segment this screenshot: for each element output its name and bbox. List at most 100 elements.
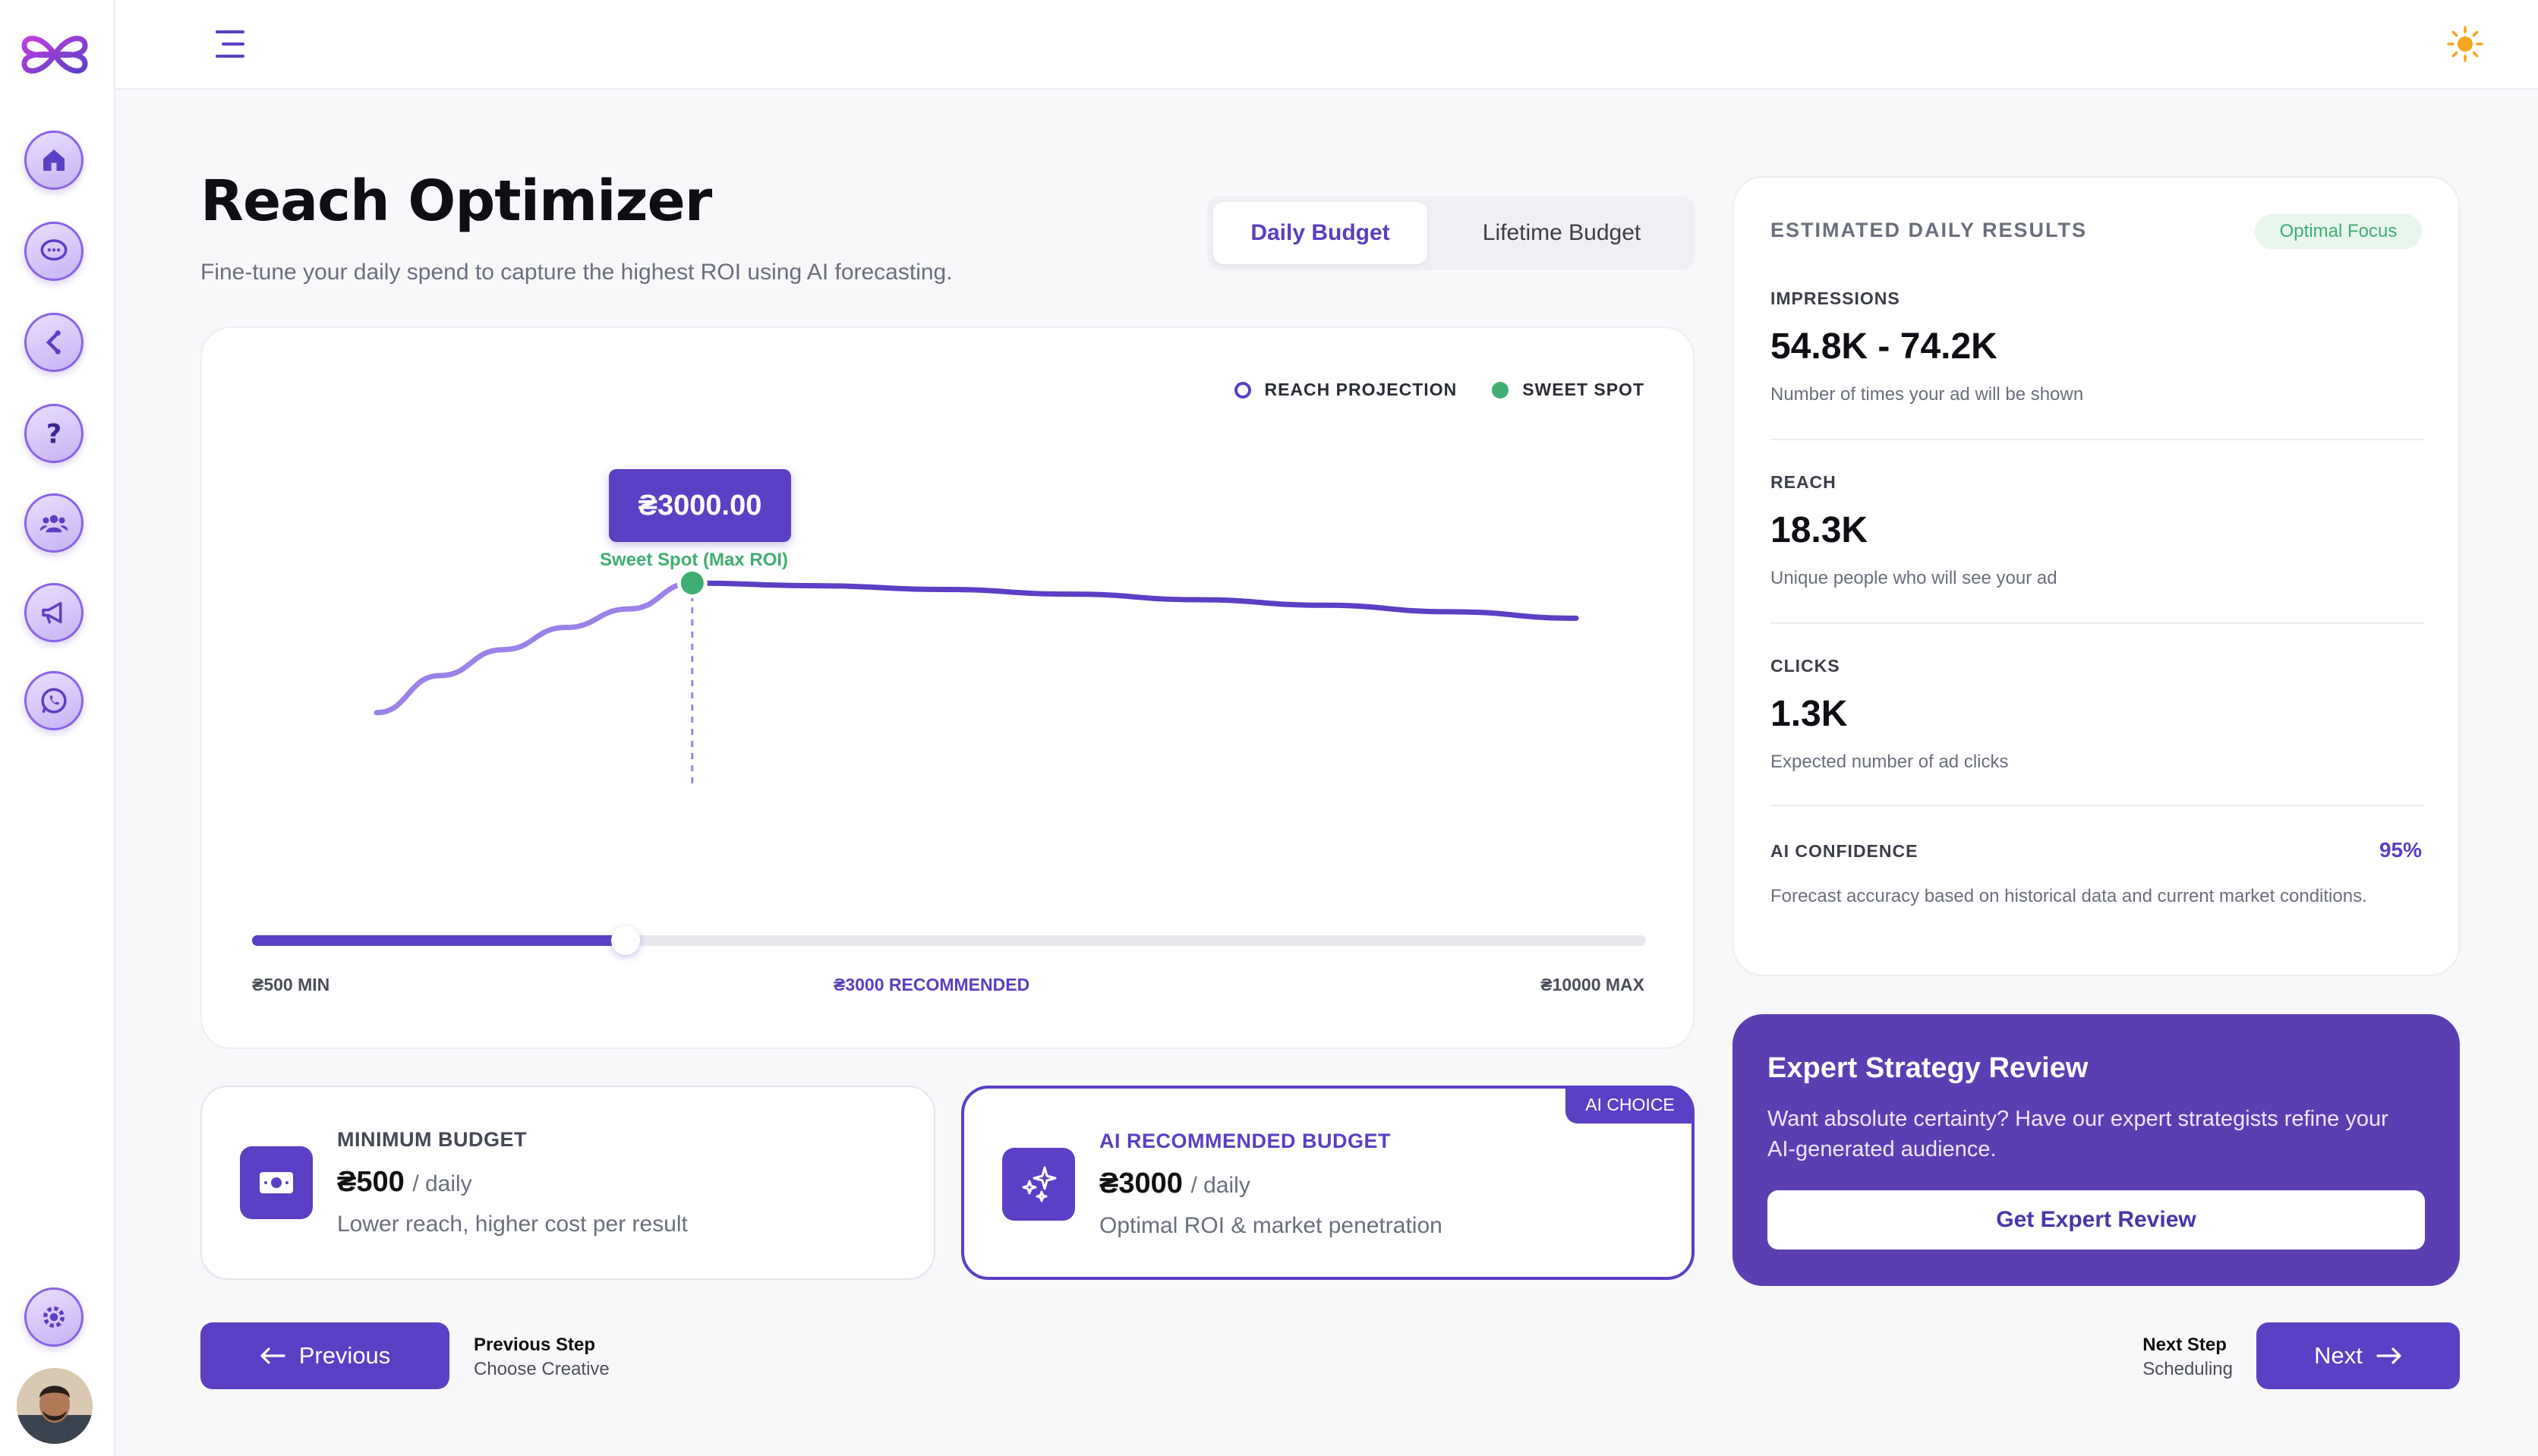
previous-button[interactable]: Previous [200,1322,449,1389]
reach-projection-line-rising [374,580,695,716]
minimum-budget-card[interactable]: MINIMUM BUDGET ₴500 / daily Lower reach,… [200,1086,935,1280]
previous-step-info: Previous Step Choose Creative [474,1333,610,1382]
arrow-left-icon [260,1347,285,1364]
legend-reach-projection: REACH PROJECTION [1234,380,1458,400]
metric-value: 54.8K - 74.2K [1770,326,1997,367]
recommended-budget-title: AI RECOMMENDED BUDGET [1099,1130,1392,1152]
minimum-budget-title: MINIMUM BUDGET [337,1128,527,1151]
divider [1770,439,2425,440]
sidebar-item-whatsapp[interactable] [24,671,84,730]
budget-slider-fill [252,935,626,946]
recommended-budget-price-row: ₴3000 / daily [1099,1168,1250,1200]
sidebar-item-users[interactable] [24,493,84,553]
recommended-budget-price: ₴3000 [1099,1168,1183,1199]
reach-projection-line-declining [689,580,1579,621]
next-button-label: Next [2314,1342,2363,1369]
ai-confidence-desc: Forecast accuracy based on historical da… [1770,886,2367,906]
recommended-budget-desc: Optimal ROI & market penetration [1099,1213,1442,1238]
tab-daily-budget[interactable]: Daily Budget [1213,202,1427,264]
metric-impressions: IMPRESSIONS 54.8K - 74.2K Number of time… [1770,288,2425,405]
sweet-spot-label: Sweet Spot (Max ROI) [600,550,789,570]
avatar[interactable] [17,1368,93,1444]
share-icon [46,330,61,355]
metric-label: CLICKS [1770,656,1840,676]
reach-legend-marker [1234,381,1251,399]
metric-value: 18.3K [1770,510,1868,550]
slider-min-label: ₴500 MIN [252,975,330,994]
estimated-results-card: ESTIMATED DAILY RESULTS Optimal Focus IM… [1732,176,2460,976]
cash-icon [260,1172,293,1193]
slider-max-label: ₴10000 MAX [1540,975,1644,994]
metric-desc: Number of times your ad will be shown [1770,384,2084,405]
sidebar-item-chat[interactable] [24,222,84,281]
previous-step-label: Previous Step [474,1335,596,1355]
minimum-budget-price-row: ₴500 / daily [337,1166,472,1199]
legend-sweet-label: SWEET SPOT [1522,380,1644,399]
sweet-legend-marker [1492,381,1509,399]
users-icon [39,515,68,533]
help-icon: ? [46,419,61,449]
previous-step-name: Choose Creative [474,1359,610,1379]
sun-icon[interactable] [2445,24,2485,64]
reach-chart-card: REACH PROJECTION SWEET SPOT ₴3000.00 Swe… [200,326,1695,1049]
sidebar-item-campaigns[interactable] [24,583,84,642]
recommended-budget-unit: / daily [1190,1173,1250,1198]
sweet-spot-tooltip: ₴3000.00 [609,469,791,542]
user-avatar-icon [17,1368,93,1444]
optimal-focus-badge: Optimal Focus [2255,214,2422,249]
get-expert-review-button[interactable]: Get Expert Review [1767,1190,2425,1250]
gear-icon [43,1306,65,1328]
metric-desc: Expected number of ad clicks [1770,752,2009,772]
menu-icon[interactable] [213,27,249,61]
metric-label: IMPRESSIONS [1770,288,1900,308]
legend-sweet-spot: SWEET SPOT [1492,380,1644,400]
minimum-budget-unit: / daily [412,1171,472,1196]
slider-recommended-label: ₴3000 RECOMMENDED [834,975,1030,994]
sweet-spot-point[interactable] [680,572,704,594]
next-button[interactable]: Next [2256,1322,2460,1389]
expert-review-desc: Want absolute certainty? Have our expert… [1767,1107,2388,1161]
tab-lifetime-budget[interactable]: Lifetime Budget [1482,220,1641,245]
top-bar [115,0,2538,90]
expert-review-title: Expert Strategy Review [1767,1052,2089,1084]
ai-confidence-value: 95% [2379,838,2422,862]
minimum-budget-desc: Lower reach, higher cost per result [337,1212,688,1237]
page-title: Reach Optimizer [200,169,712,234]
next-step-name: Scheduling [2142,1359,2233,1379]
previous-button-label: Previous [298,1342,391,1369]
sidebar-item-share[interactable] [24,313,84,372]
reach-projection-chart [374,568,1579,788]
sidebar-item-settings[interactable] [24,1287,84,1347]
ai-confidence-label: AI CONFIDENCE [1770,841,1918,861]
chat-icon [40,239,68,261]
budget-slider-thumb[interactable] [611,926,640,955]
cash-icon-box [240,1146,313,1219]
sparkle-icon [1022,1166,1057,1202]
sidebar: ? [0,0,115,1456]
home-icon [43,150,65,171]
metric-value: 1.3K [1770,694,1848,734]
metric-label: REACH [1770,472,1837,492]
whatsapp-icon [41,688,67,714]
recommended-budget-card[interactable]: AI CHOICE AI RECOMMENDED BUDGET ₴3000 / … [961,1086,1695,1280]
sidebar-item-home[interactable] [24,131,84,190]
metric-reach: REACH 18.3K Unique people who will see y… [1770,472,2425,589]
expert-review-card: Expert Strategy Review Want absolute cer… [1732,1014,2460,1286]
budget-slider[interactable] [252,926,1646,955]
brand-logo-icon[interactable] [20,20,90,90]
divider [1770,622,2425,624]
sparkle-icon-box [1002,1148,1075,1221]
legend-reach-label: REACH PROJECTION [1264,380,1458,399]
sidebar-item-help[interactable]: ? [24,404,84,463]
metric-desc: Unique people who will see your ad [1770,568,2057,588]
chart-legend: REACH PROJECTION SWEET SPOT [1234,380,1645,400]
minimum-budget-price: ₴500 [337,1166,405,1198]
divider [1770,805,2425,806]
next-step-info: Next Step Scheduling [2142,1333,2233,1382]
arrow-right-icon [2376,1347,2401,1364]
budget-type-tabs: Daily Budget Lifetime Budget [1207,196,1695,270]
next-step-label: Next Step [2142,1335,2227,1355]
ai-choice-badge: AI CHOICE [1565,1086,1695,1124]
metric-clicks: CLICKS 1.3K Expected number of ad clicks [1770,656,2425,773]
svg-text:?: ? [46,419,61,449]
